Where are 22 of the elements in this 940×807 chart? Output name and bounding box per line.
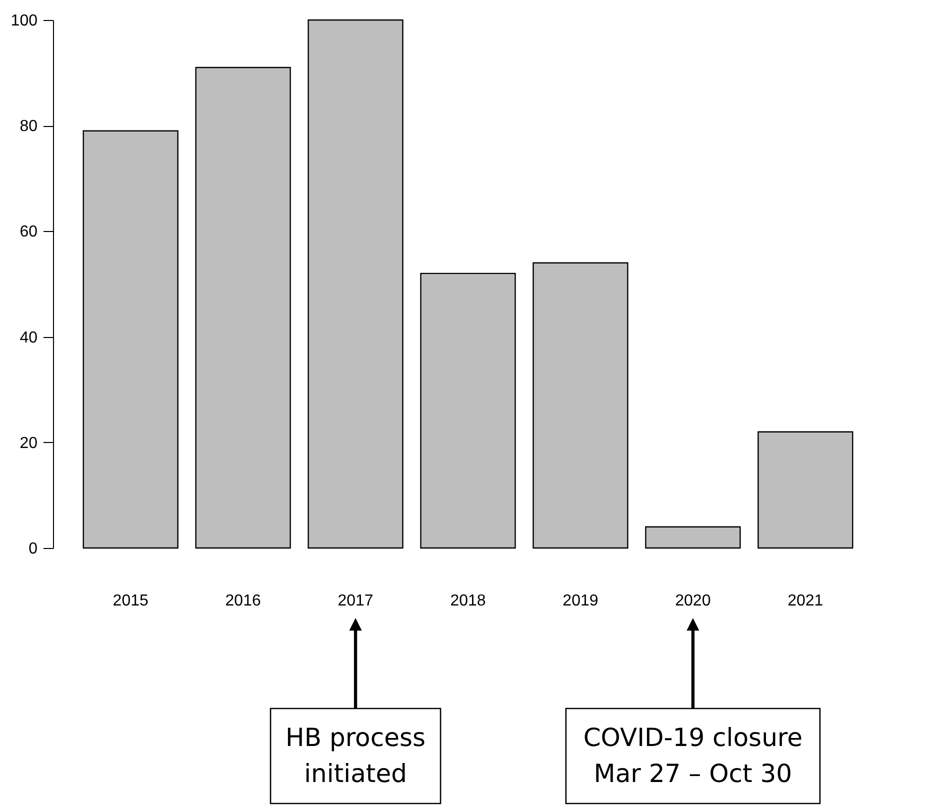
bar [308, 19, 404, 549]
y-tick-label: 60 [20, 224, 38, 241]
x-tick-label: 2018 [450, 592, 486, 610]
bar [82, 130, 178, 549]
bar [420, 272, 516, 549]
bar [645, 526, 741, 549]
x-tick-label: 2019 [562, 592, 598, 610]
y-tick-label: 20 [20, 434, 38, 452]
bar [532, 262, 628, 549]
text: COVID-19 closure Mar 27 – Oct 30 [583, 723, 803, 788]
x-tick-label: 2021 [788, 592, 824, 610]
x-tick-label: 2017 [338, 592, 374, 610]
text: HB process initiated [286, 723, 426, 788]
y-tick-label: 80 [20, 118, 38, 136]
x-tick-label: 2015 [112, 592, 148, 610]
bar [758, 431, 854, 549]
y-tick-label: 0 [28, 540, 38, 558]
x-tick-label: 2016 [225, 592, 261, 610]
y-tick-label: 100 [10, 12, 38, 30]
y-tick-label: 40 [20, 329, 38, 346]
x-tick-label: 2020 [675, 592, 711, 610]
bar [195, 66, 291, 549]
